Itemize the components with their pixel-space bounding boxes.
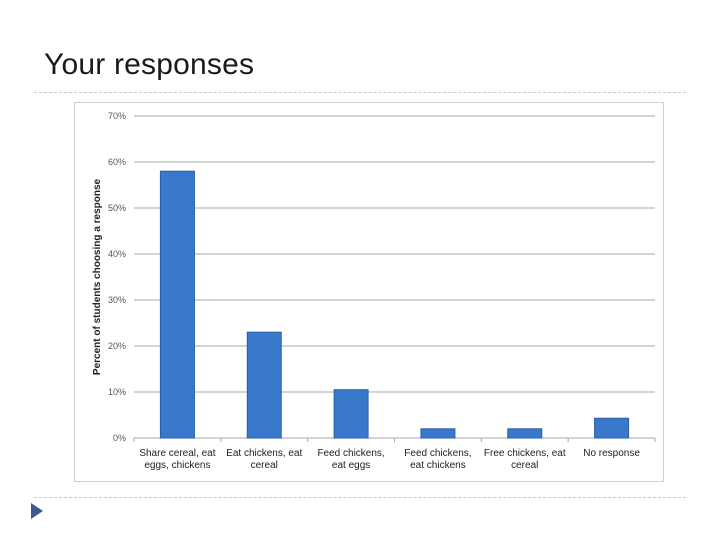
x-category-label: Share cereal, eat (139, 448, 215, 459)
y-tick-label: 10% (108, 387, 126, 397)
y-tick-label: 30% (108, 295, 126, 305)
y-tick-label: 60% (108, 157, 126, 167)
play-triangle-icon[interactable] (30, 502, 44, 520)
x-category-label: eat chickens (410, 460, 466, 471)
title-divider (34, 92, 686, 93)
x-category-label: Feed chickens, (404, 448, 471, 459)
bar-chart: 0% 10% 20% 30% 40% 50% 60% 70% Percent of studen… (92, 111, 656, 471)
x-category-label: eat eggs (332, 460, 370, 471)
x-category-label: Eat chickens, eat (226, 448, 302, 459)
bar (420, 428, 456, 439)
x-category-label: cereal (251, 460, 278, 471)
x-category-label: cereal (511, 460, 538, 471)
y-tick-label: 50% (108, 203, 126, 213)
bar (159, 170, 195, 439)
y-tick-label: 40% (108, 249, 126, 259)
y-axis-label: Percent of students choosing a response (92, 178, 103, 375)
slide-title: Your responses (44, 48, 255, 81)
x-category-label: Free chickens, eat (484, 448, 566, 459)
bar (333, 389, 369, 439)
footer-divider (34, 497, 686, 498)
x-category-label: eggs, chickens (144, 460, 210, 471)
x-category-label: Feed chickens, (317, 448, 384, 459)
y-tick-label: 70% (108, 111, 126, 121)
bar (246, 331, 282, 439)
bar (594, 417, 630, 439)
bar (507, 428, 543, 439)
chart-frame: 0% 10% 20% 30% 40% 50% 60% 70% Percent of studen… (74, 102, 664, 482)
x-category-label: No response (583, 448, 640, 459)
y-tick-label: 0% (113, 433, 126, 443)
y-tick-label: 20% (108, 341, 126, 351)
